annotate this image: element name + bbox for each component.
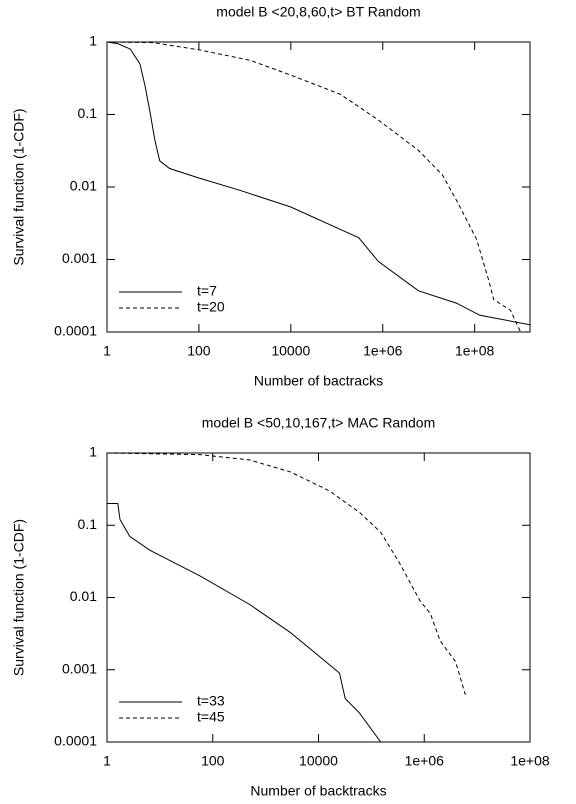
legend-label: t=7	[197, 283, 217, 299]
chart-title: model B <20,8,60,t> BT Random	[216, 4, 420, 20]
x-tick-label: 1	[103, 753, 111, 769]
series-line	[107, 453, 466, 695]
y-axis-label: Survival function (1-CDF)	[11, 519, 27, 676]
x-tick-label: 100	[187, 343, 211, 359]
x-tick-label: 1e+08	[455, 343, 495, 359]
x-tick-label: 1e+08	[510, 753, 550, 769]
series-line	[107, 503, 382, 742]
y-tick-label: 0.001	[62, 250, 97, 266]
series-line	[107, 42, 530, 326]
x-tick-label: 10000	[271, 343, 310, 359]
series-line	[107, 42, 522, 332]
y-tick-label: 0.1	[78, 105, 98, 121]
y-tick-label: 0.0001	[54, 733, 97, 749]
x-tick-label: 1e+06	[363, 343, 403, 359]
x-tick-label: 1e+06	[405, 753, 445, 769]
x-tick-label: 100	[201, 753, 225, 769]
y-tick-label: 0.1	[78, 516, 98, 532]
x-tick-label: 10000	[299, 753, 338, 769]
plot-frame	[106, 452, 531, 743]
plot-frame	[106, 41, 531, 333]
y-axis-label: Survival function (1-CDF)	[11, 108, 27, 265]
y-tick-label: 0.01	[70, 588, 97, 604]
y-tick-label: 0.01	[70, 178, 97, 194]
y-tick-label: 1	[89, 444, 97, 460]
legend-label: t=33	[197, 693, 225, 709]
legend-label: t=45	[197, 709, 225, 725]
x-axis-label: Number of backtracks	[250, 783, 386, 799]
x-axis-label: Number of bactracks	[254, 373, 383, 389]
y-tick-label: 1	[89, 33, 97, 49]
x-tick-label: 1	[103, 343, 111, 359]
y-tick-label: 0.001	[62, 660, 97, 676]
legend-label: t=20	[197, 299, 225, 315]
chart-title: model B <50,10,167,t> MAC Random	[202, 415, 435, 431]
y-tick-label: 0.0001	[54, 323, 97, 339]
